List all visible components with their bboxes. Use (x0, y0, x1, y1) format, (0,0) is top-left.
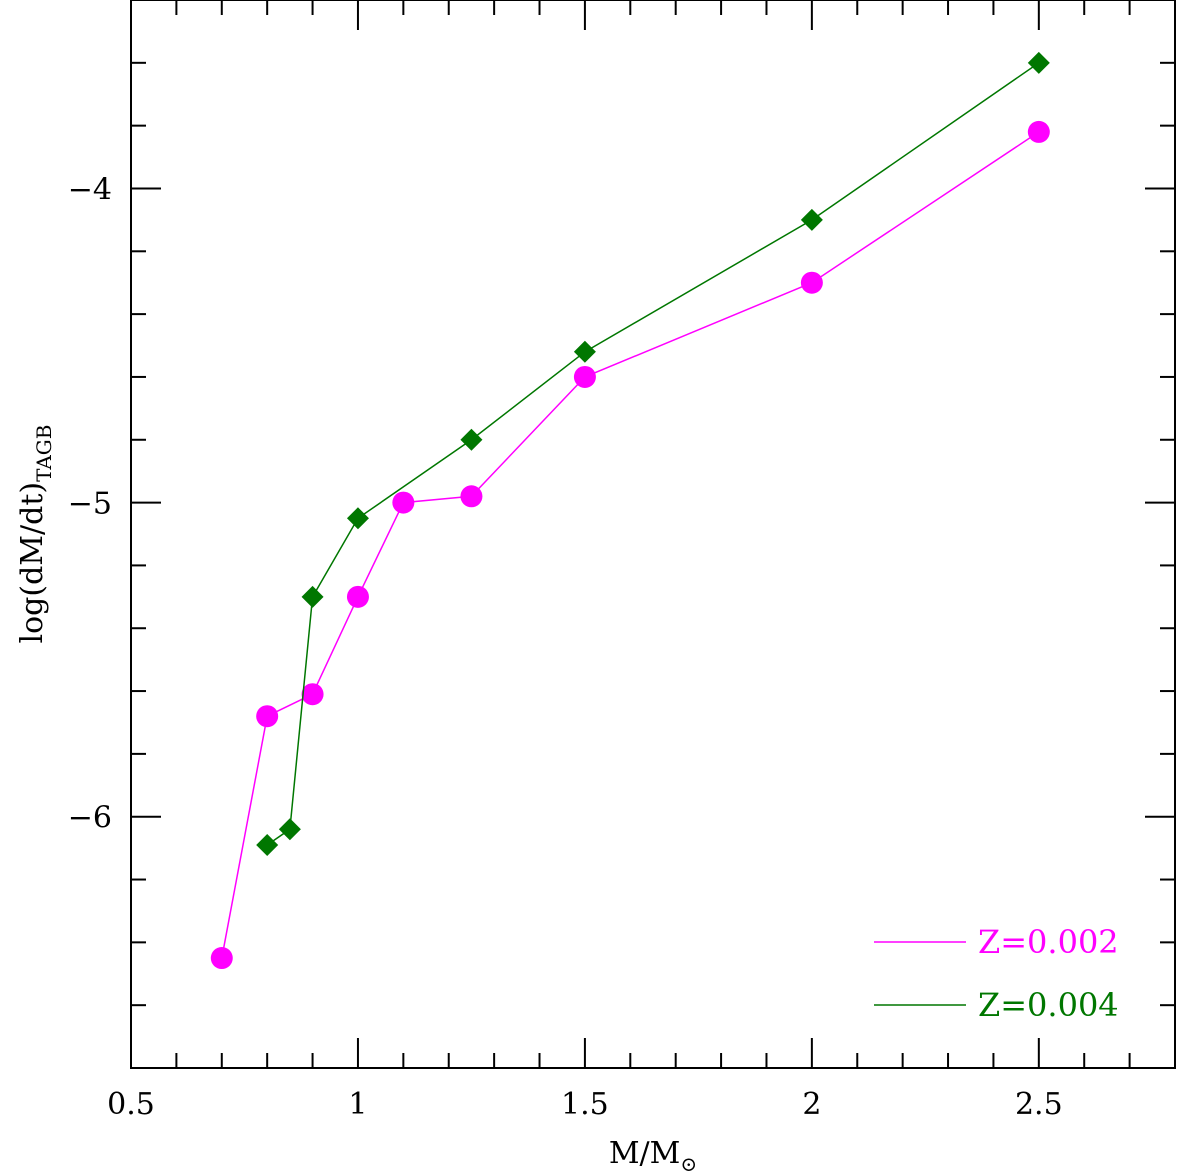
y-axis-label: log(dM/dt)TAGB (15, 425, 56, 644)
data-point (1027, 51, 1050, 74)
data-point (460, 428, 483, 451)
data-point (346, 507, 369, 530)
x-tick-label: 2.5 (1015, 1087, 1063, 1122)
x-tick-label: 0.5 (107, 1087, 155, 1122)
x-axis-label-main: M/M (609, 1136, 681, 1171)
legend-label-z0002: Z=0.002 (978, 923, 1119, 961)
legend-label-z0004: Z=0.004 (978, 986, 1119, 1024)
y-axis-label-sub: TAGB (32, 425, 56, 482)
x-tick-label: 2 (802, 1087, 821, 1122)
plot-frame (130, 0, 1176, 1069)
data-point (1027, 120, 1050, 143)
data-point (301, 585, 324, 608)
series-line-1 (266, 62, 1040, 846)
data-point (256, 705, 279, 728)
x-tick-label: 1.5 (561, 1087, 609, 1122)
axis-ticks (130, 0, 1176, 1069)
data-point (800, 271, 823, 294)
y-tick-label: −6 (68, 801, 112, 836)
data-point (800, 208, 823, 231)
x-axis-label-sub: ⊙ (680, 1152, 697, 1173)
series-layer (210, 51, 1050, 970)
y-tick-label: −5 (68, 487, 112, 522)
data-point (301, 683, 324, 706)
y-tick-labels: −6 −5 −4 (68, 172, 112, 835)
x-tick-label: 1 (348, 1087, 367, 1122)
data-point (278, 818, 301, 841)
legend: Z=0.002 Z=0.004 (874, 923, 1119, 1024)
data-point (210, 947, 233, 970)
y-axis-label-main: log(dM/dt) (15, 482, 50, 644)
data-point (573, 340, 596, 363)
data-point (256, 833, 279, 856)
data-point (460, 485, 483, 508)
x-axis-label: M/M⊙ (609, 1136, 697, 1173)
series-line-0 (221, 131, 1040, 959)
x-tick-labels: 0.5 1 1.5 2 2.5 (107, 1087, 1063, 1122)
data-point (346, 585, 369, 608)
data-point (392, 491, 415, 514)
y-tick-label: −4 (68, 172, 112, 207)
data-point (573, 365, 596, 388)
